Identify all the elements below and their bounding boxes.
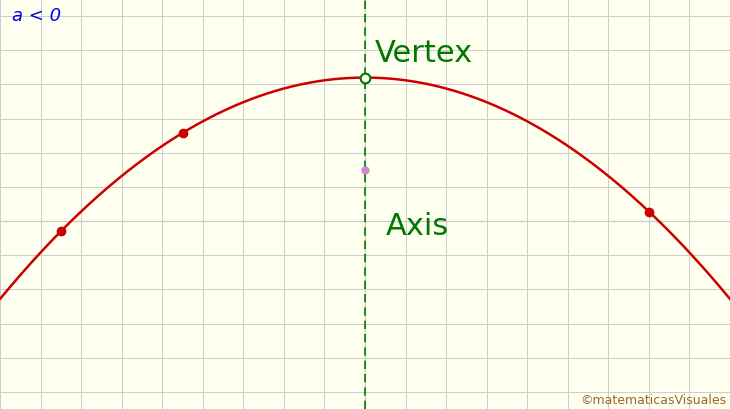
Text: Vertex: Vertex	[375, 39, 473, 68]
Text: Axis: Axis	[385, 211, 448, 240]
Text: ©matematicasVisuales: ©matematicasVisuales	[580, 393, 726, 406]
Text: a < 0: a < 0	[12, 7, 61, 25]
